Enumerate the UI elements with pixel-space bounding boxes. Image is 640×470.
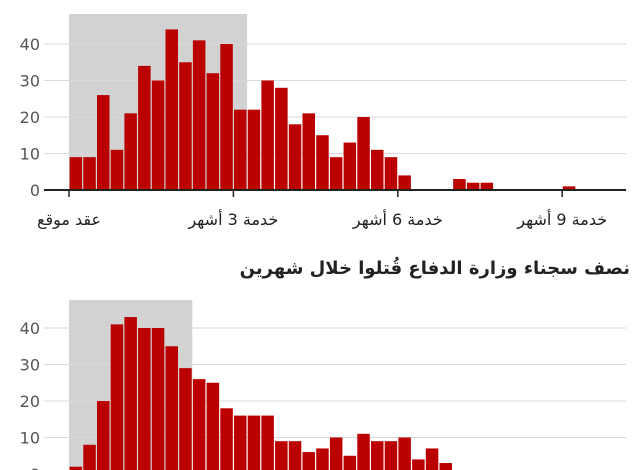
chart-bottom-bar bbox=[275, 441, 288, 470]
chart-top-bar bbox=[453, 179, 466, 190]
chart-bottom-bar bbox=[192, 379, 206, 470]
chart-top-y-tick-label: 20 bbox=[20, 108, 40, 127]
chart-top-bar bbox=[97, 95, 110, 190]
chart-top-bar bbox=[110, 149, 124, 190]
chart-top-y-tick-label: 10 bbox=[20, 145, 40, 164]
chart-top-bar bbox=[83, 157, 96, 190]
chart-top-bar bbox=[275, 87, 288, 190]
chart-bottom-bar bbox=[234, 415, 247, 470]
chart-bottom-bar bbox=[247, 415, 261, 470]
chart-top-y-tick-label: 30 bbox=[20, 72, 40, 91]
chart-bottom-bar bbox=[357, 433, 370, 470]
chart-top-bar bbox=[179, 62, 192, 190]
chart-top-bar bbox=[192, 40, 206, 190]
chart-bottom-bar bbox=[412, 459, 425, 470]
chart-bottom-bar bbox=[398, 437, 411, 470]
chart-top-bar bbox=[371, 149, 384, 190]
chart-bottom-bar bbox=[261, 415, 274, 470]
chart-top-bar bbox=[234, 109, 247, 190]
chart-bottom-bar bbox=[371, 441, 384, 470]
chart-top-bar bbox=[398, 175, 411, 190]
chart-top-x-tick-label: خدمة 3 أشهر bbox=[187, 209, 278, 230]
chart-bottom-bar bbox=[179, 368, 192, 470]
chart-bottom-bar bbox=[97, 401, 110, 470]
chart-bottom-bar bbox=[302, 452, 315, 470]
chart-top-bar bbox=[69, 157, 83, 190]
chart-top-bar bbox=[302, 113, 315, 190]
chart-bottom-y-tick-label: 20 bbox=[20, 392, 40, 411]
chart-bottom-bar bbox=[151, 328, 165, 470]
chart-top-bar bbox=[220, 44, 233, 190]
chart-bottom-y-tick-label: 40 bbox=[20, 319, 40, 338]
chart-bottom-bar bbox=[110, 324, 124, 470]
chart-top-bar bbox=[288, 124, 302, 190]
chart-bottom-bar bbox=[165, 346, 178, 470]
chart-bottom-bar bbox=[343, 455, 357, 470]
chart-top-x-tick-label: عقد موقع bbox=[37, 210, 101, 230]
chart-top: 0 10 20 30 40 عقد موقع خدمة 3 أشهر خدمة 6 أشهر خ… bbox=[20, 14, 626, 230]
chart-top-bar bbox=[261, 80, 274, 190]
chart-top-bar bbox=[124, 113, 137, 190]
chart-bottom-bar bbox=[329, 437, 343, 470]
chart-bottom-bar bbox=[124, 317, 137, 470]
chart-top-bar bbox=[247, 109, 261, 190]
chart-top-bar bbox=[562, 186, 576, 190]
chart-top-bar bbox=[206, 73, 220, 190]
chart-bottom-bar bbox=[220, 408, 233, 470]
chart-top-bar bbox=[384, 157, 398, 190]
chart-top-bar bbox=[329, 157, 343, 190]
chart-bottom-title: نصف سجناء وزارة الدفاع قُتلوا خلال شهرين bbox=[239, 258, 630, 279]
chart-bottom-bar bbox=[425, 448, 439, 470]
chart-bottom-bar bbox=[83, 444, 96, 470]
chart-bottom-bar bbox=[384, 441, 398, 470]
chart-top-bar bbox=[138, 65, 151, 190]
chart-top-x-tick-label: خدمة 9 أشهر bbox=[516, 209, 607, 230]
chart-bottom-y-tick-label: 0 bbox=[30, 465, 40, 470]
chart-top-bar bbox=[466, 182, 480, 190]
chart-top-bar bbox=[480, 182, 494, 190]
chart-bottom-bar bbox=[69, 466, 83, 470]
chart-top-bar bbox=[357, 117, 370, 190]
chart-bottom-bar bbox=[439, 463, 452, 470]
chart-top-bar bbox=[343, 142, 357, 190]
chart-top-x-tick-label: خدمة 6 أشهر bbox=[352, 209, 443, 230]
chart-bottom-y-tick-label: 30 bbox=[20, 356, 40, 375]
chart-top-bar bbox=[151, 80, 165, 190]
chart-top-y-tick-label: 40 bbox=[20, 35, 40, 54]
chart-bottom-bar bbox=[288, 441, 302, 470]
chart-bottom-bar bbox=[206, 382, 220, 470]
chart-bottom-bar bbox=[316, 448, 329, 470]
chart-top-bar bbox=[316, 135, 329, 190]
chart-bottom: 0 10 20 30 40 bbox=[20, 300, 626, 470]
chart-bottom-y-tick-label: 10 bbox=[20, 429, 40, 448]
chart-top-bar bbox=[165, 29, 178, 191]
chart-bottom-bar bbox=[138, 328, 151, 470]
chart-top-y-tick-label: 0 bbox=[30, 181, 40, 200]
